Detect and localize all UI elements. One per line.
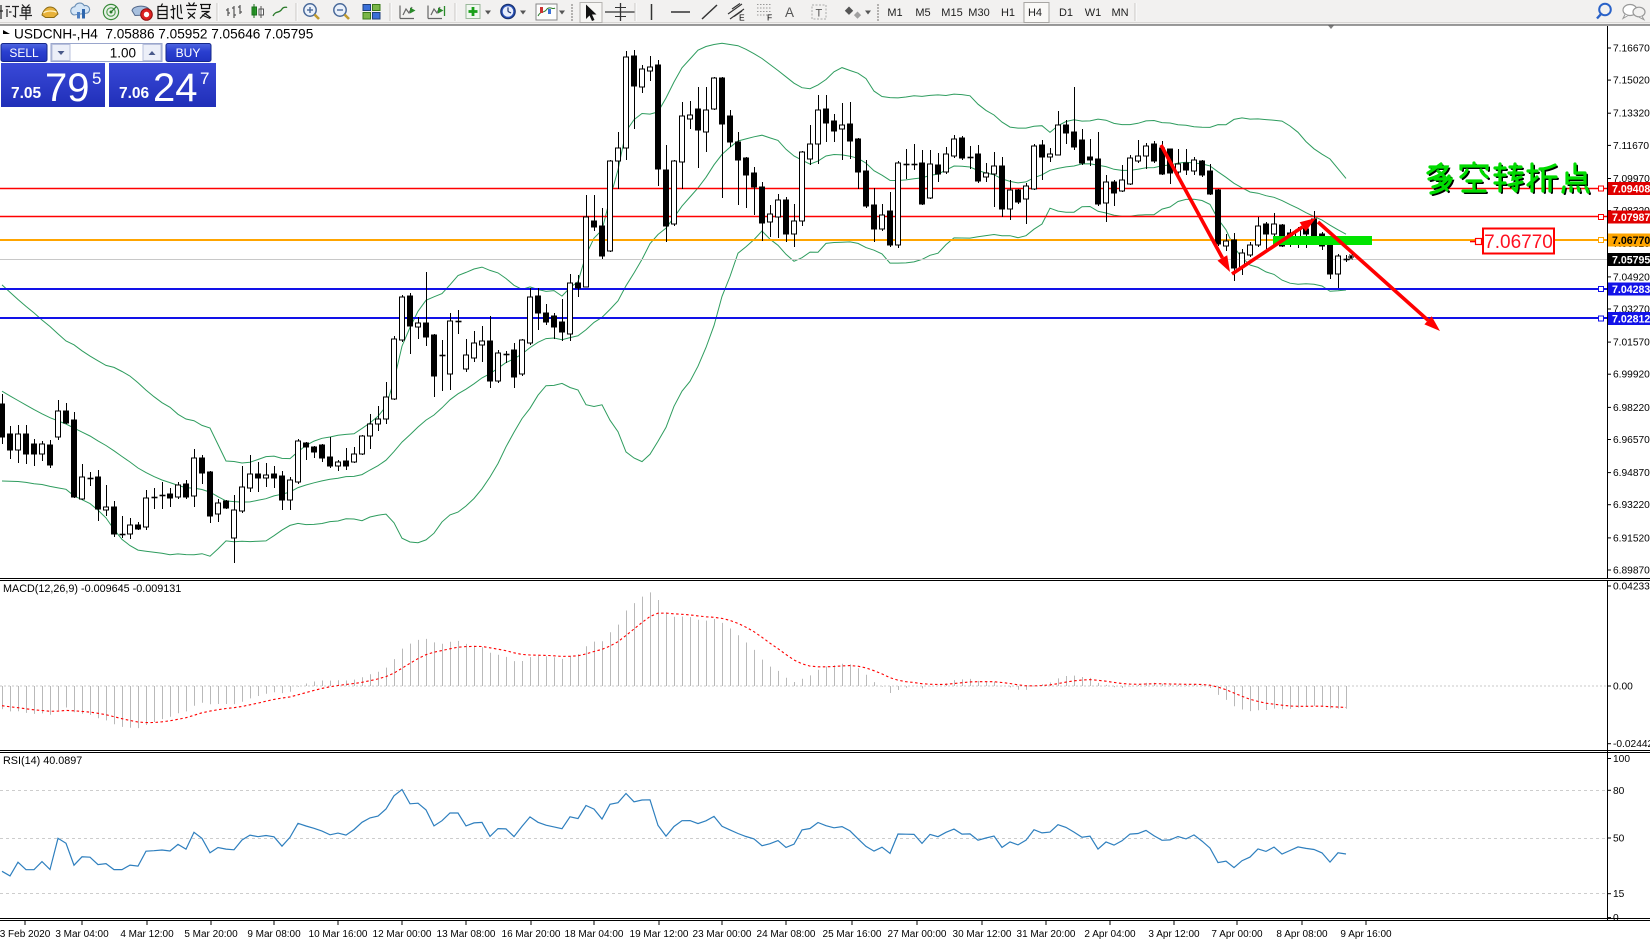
svg-text:M5: M5 [915,7,930,19]
svg-text:7.06770: 7.06770 [1484,232,1553,253]
svg-text:D1: D1 [1059,7,1073,19]
svg-text:E: E [739,13,745,23]
svg-text:7.05795: 7.05795 [1612,255,1650,267]
svg-text:USDCNH-,H4 7.05886 7.05952 7.: USDCNH-,H4 7.05886 7.05952 7.05646 7.057… [14,27,313,42]
svg-text:6.93220: 6.93220 [1613,500,1650,511]
svg-text:7.11670: 7.11670 [1613,141,1649,152]
svg-text:16 Mar 20:00: 16 Mar 20:00 [502,929,561,940]
svg-text:H4: H4 [1028,7,1042,19]
svg-text:A: A [785,5,794,20]
svg-text:12 Mar 00:00: 12 Mar 00:00 [373,929,432,940]
svg-text:5 Mar 20:00: 5 Mar 20:00 [184,929,238,940]
svg-text:7.04920: 7.04920 [1613,272,1650,283]
svg-text:18 Mar 04:00: 18 Mar 04:00 [565,929,624,940]
svg-text:25 Mar 16:00: 25 Mar 16:00 [823,929,882,940]
svg-text:7.15020: 7.15020 [1613,76,1650,87]
svg-text:F: F [767,13,772,23]
svg-text:13 Mar 08:00: 13 Mar 08:00 [437,929,496,940]
svg-text:H1: H1 [1001,7,1015,19]
svg-text:8 Apr 08:00: 8 Apr 08:00 [1276,929,1328,940]
svg-text:7.06770: 7.06770 [1612,235,1650,247]
svg-text:23 Mar 00:00: 23 Mar 00:00 [693,929,752,940]
svg-text:100: 100 [1613,754,1630,765]
svg-text:27 Mar 00:00: 27 Mar 00:00 [888,929,947,940]
svg-text:15: 15 [1613,889,1625,900]
svg-text:7.01570: 7.01570 [1613,338,1650,349]
svg-text:31 Mar 20:00: 31 Mar 20:00 [1017,929,1076,940]
svg-text:6.98220: 6.98220 [1613,403,1650,414]
svg-text:SELL: SELL [9,46,39,60]
svg-text:-0.02442: -0.02442 [1613,739,1650,750]
svg-text:6.91520: 6.91520 [1613,533,1650,544]
svg-text:30 Mar 12:00: 30 Mar 12:00 [953,929,1012,940]
svg-text:0: 0 [1613,913,1619,924]
svg-text:7.09408: 7.09408 [1612,184,1650,196]
svg-text:BUY: BUY [176,46,201,60]
svg-text:50: 50 [1613,834,1625,845]
svg-text:24 Mar 08:00: 24 Mar 08:00 [757,929,816,940]
svg-text:19 Mar 12:00: 19 Mar 12:00 [630,929,689,940]
svg-text:6.96570: 6.96570 [1613,435,1650,446]
svg-text:7.09970: 7.09970 [1613,174,1650,185]
svg-text:10 Mar 16:00: 10 Mar 16:00 [309,929,368,940]
svg-text:3 Apr 12:00: 3 Apr 12:00 [1148,929,1200,940]
svg-text:4 Mar 12:00: 4 Mar 12:00 [120,929,174,940]
svg-text:1.00: 1.00 [110,46,136,61]
svg-text:3 Mar 04:00: 3 Mar 04:00 [55,929,109,940]
svg-text:3 Feb 2020: 3 Feb 2020 [0,929,51,940]
svg-text:7.03270: 7.03270 [1613,305,1650,316]
svg-text:2 Apr 04:00: 2 Apr 04:00 [1084,929,1136,940]
svg-text:7.04283: 7.04283 [1612,284,1650,296]
svg-text:RSI(14) 40.0897: RSI(14) 40.0897 [3,755,82,767]
svg-text:24: 24 [153,66,198,110]
svg-text:W1: W1 [1085,7,1102,19]
svg-text:7: 7 [200,69,209,88]
svg-text:MACD(12,26,9) -0.009645 -0.009: MACD(12,26,9) -0.009645 -0.009131 [3,583,181,595]
svg-text:7.07987: 7.07987 [1612,212,1650,224]
svg-text:9 Apr 16:00: 9 Apr 16:00 [1340,929,1392,940]
svg-text:M1: M1 [887,7,902,19]
svg-text:7.02812: 7.02812 [1612,314,1650,326]
svg-text:6.94870: 6.94870 [1613,468,1650,479]
svg-text:0.00: 0.00 [1613,682,1633,693]
svg-text:T: T [816,8,823,20]
svg-text:M30: M30 [968,7,989,19]
svg-text:7 Apr 00:00: 7 Apr 00:00 [1211,929,1263,940]
svg-text:7.16670: 7.16670 [1613,44,1650,55]
svg-text:5: 5 [92,69,101,88]
svg-text:6.99920: 6.99920 [1613,370,1650,381]
svg-text:9 Mar 08:00: 9 Mar 08:00 [247,929,301,940]
svg-text:7.05: 7.05 [11,85,42,102]
svg-text:7.13320: 7.13320 [1613,109,1650,120]
svg-text:0.042334: 0.042334 [1613,582,1650,593]
svg-text:M15: M15 [941,7,962,19]
svg-text:79: 79 [45,66,90,110]
svg-text:MN: MN [1111,7,1128,19]
svg-text:6.89870: 6.89870 [1613,566,1650,577]
svg-text:7.06: 7.06 [119,85,150,102]
svg-text:80: 80 [1613,786,1625,797]
